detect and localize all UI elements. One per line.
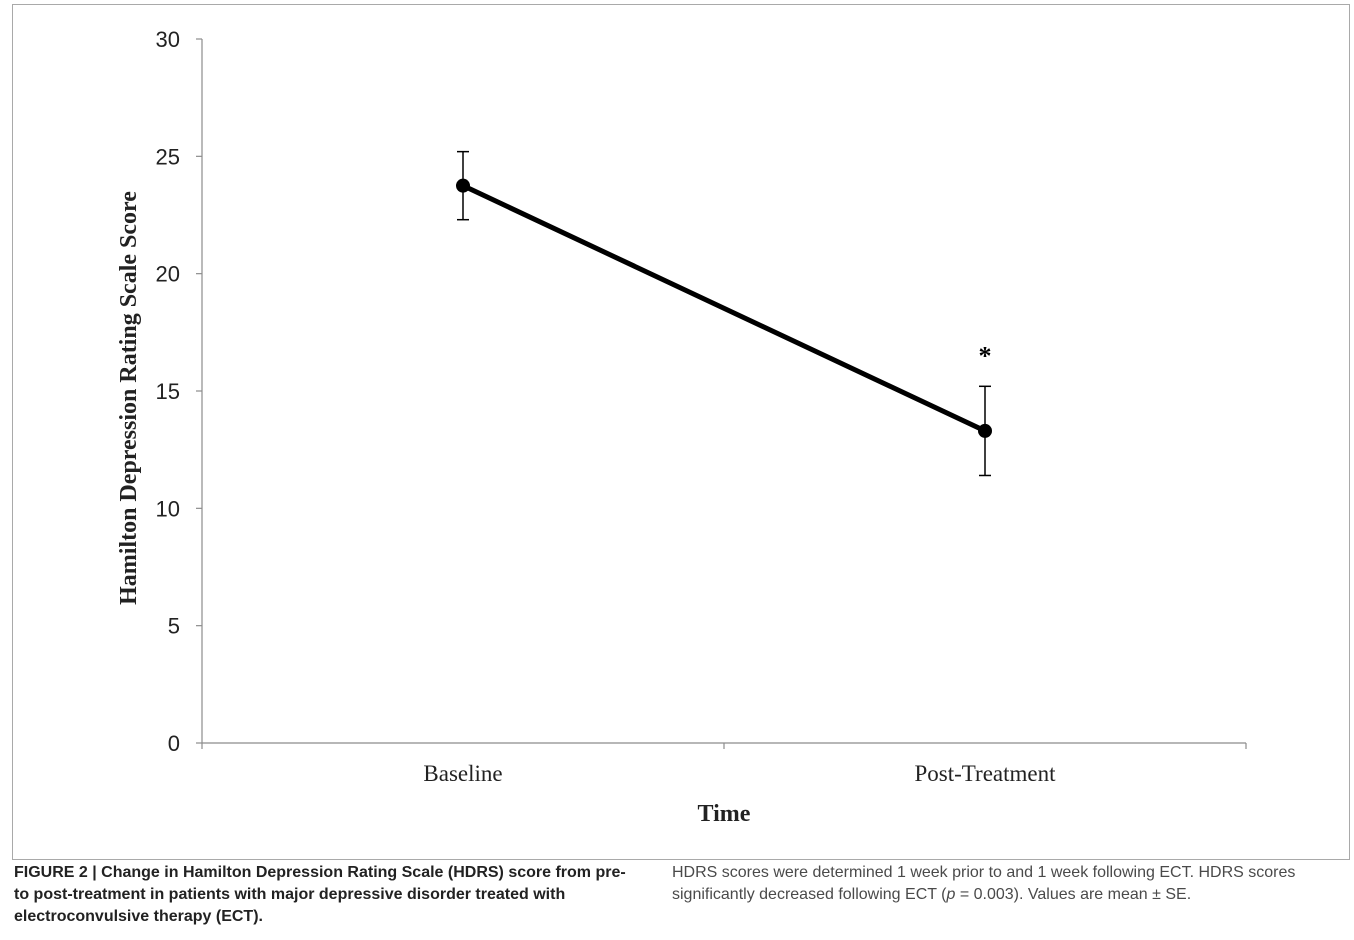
caption-body-part1: HDRS scores were determined 1 week prior… [672, 864, 1296, 903]
figure-caption-body: HDRS scores were determined 1 week prior… [672, 862, 1302, 906]
caption-p-symbol: p [946, 886, 956, 903]
chart-frame [12, 4, 1350, 860]
x-tick-label: Baseline [423, 761, 502, 786]
y-tick-label: 25 [156, 144, 180, 169]
significance-marker: * [979, 341, 992, 370]
figure-caption-title-text: FIGURE 2 | Change in Hamilton Depression… [14, 864, 626, 925]
figure-caption-body-text: HDRS scores were determined 1 week prior… [672, 862, 1302, 906]
axis-labels: Time Hamilton Depression Rating Scale Sco… [116, 191, 751, 827]
y-axis-title: Hamilton Depression Rating Scale Score [116, 191, 142, 605]
y-tick-label: 15 [156, 379, 180, 404]
x-tick-label: Post-Treatment [915, 761, 1057, 786]
y-tick-labels: 0 5 10 15 20 25 30 [156, 27, 180, 756]
y-tick-label: 10 [156, 496, 180, 521]
y-tick-label: 5 [168, 614, 180, 639]
series-line [460, 183, 988, 434]
data-point [978, 423, 992, 438]
x-tick-labels: Baseline Post-Treatment [423, 761, 1056, 786]
y-tick-label: 20 [156, 262, 180, 287]
series: * [456, 150, 992, 477]
data-point [456, 178, 470, 193]
y-tick-label: 30 [156, 27, 180, 52]
caption-body-part2: = 0.003). Values are mean ± SE. [955, 886, 1192, 903]
y-tick-label: 0 [168, 731, 180, 756]
figure-caption-title: FIGURE 2 | Change in Hamilton Depression… [14, 862, 634, 928]
hdrs-line-chart: 0 5 10 15 20 25 30 Baseline Post-Treatment * Ti… [116, 27, 1247, 827]
x-axis-title: Time [698, 801, 751, 827]
axes [196, 38, 1247, 749]
